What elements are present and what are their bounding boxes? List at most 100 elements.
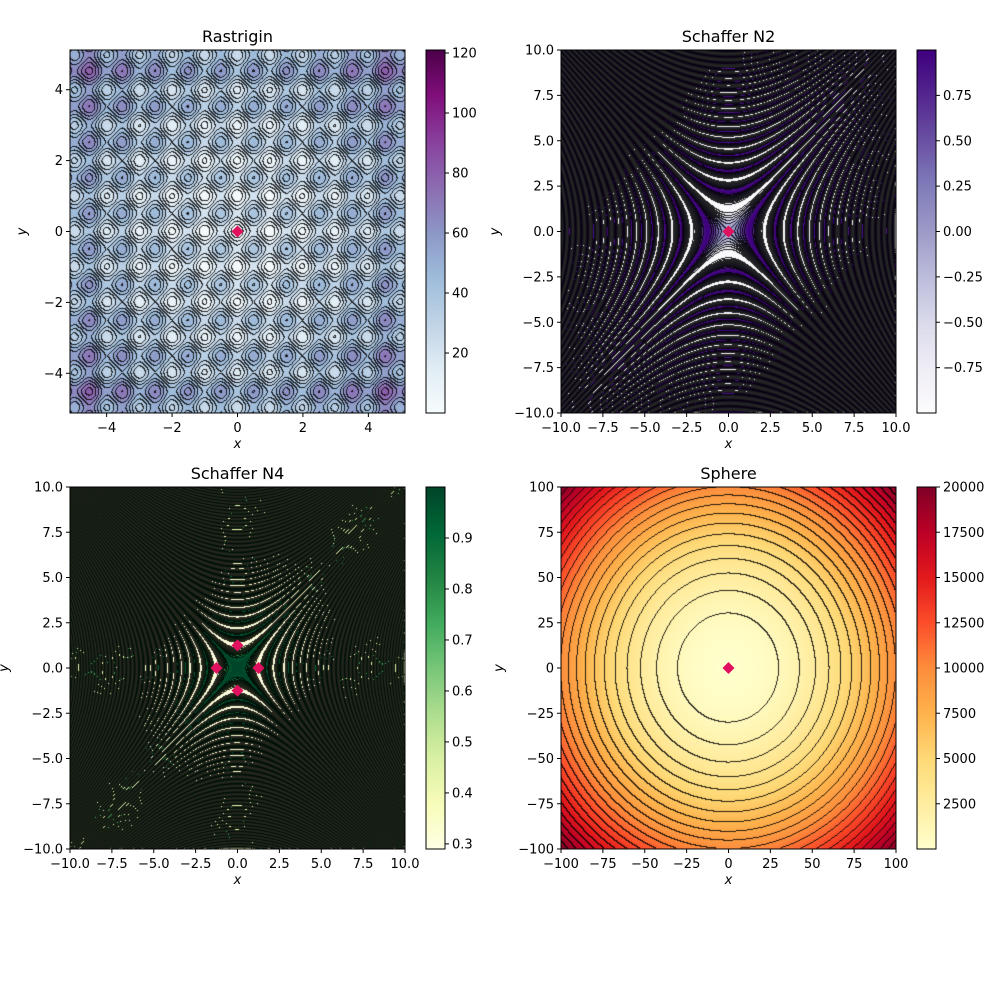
x-tick-label: 25	[762, 857, 779, 872]
x-axis-label: x	[724, 873, 733, 888]
x-tick-label: −7.5	[96, 857, 128, 872]
minimum-marker	[722, 662, 735, 674]
y-tick-label: 0.0	[533, 225, 554, 240]
x-tick-label: 100	[884, 857, 909, 872]
colorbar-tick-label: −0.50	[943, 316, 983, 331]
colorbar-tick-label: 0.6	[452, 684, 473, 699]
y-tick-label: −5.0	[31, 752, 63, 767]
schaffer2-title: Schaffer N2	[682, 27, 776, 46]
sphere-title: Sphere	[700, 464, 756, 483]
x-tick-label: 0	[233, 421, 241, 436]
y-tick-label: −10.0	[23, 843, 63, 858]
colorbar-frame	[425, 49, 446, 414]
colorbar-tick-label: 0.7	[452, 633, 473, 648]
y-tick-label: 4	[55, 83, 63, 98]
y-tick-label: 75	[537, 526, 554, 541]
y-tick-label: −50	[527, 752, 554, 767]
colorbar-tick-label: 0.8	[452, 582, 473, 597]
x-tick-label: 2.5	[269, 857, 290, 872]
x-tick-label: 7.5	[353, 857, 374, 872]
y-axis-label: y	[488, 227, 503, 236]
colorbar-tick-label: −0.25	[943, 270, 983, 285]
colorbar-tick-label: 100	[452, 107, 477, 122]
panel-schaffer2: −10.0 −7.5 −5.0 −2.5 0.0 2.5 5.0 7.5 10.0 −10.0 −7…	[488, 27, 983, 452]
y-tick-label: −75	[527, 797, 554, 812]
x-axis-label: x	[724, 437, 733, 452]
y-tick-label: 0	[546, 662, 554, 677]
y-axis-label: y	[15, 227, 30, 236]
colorbar-tick-label: 0.00	[943, 225, 972, 240]
y-tick-label: 2	[55, 154, 63, 169]
schaffer4-colorbar	[426, 487, 445, 849]
x-tick-label: 75	[846, 857, 863, 872]
x-tick-label: −2.5	[671, 421, 703, 436]
x-tick-label: −100	[543, 857, 579, 872]
colorbar-tick-label: 60	[452, 227, 469, 242]
colorbar-tick-label: 40	[452, 287, 469, 302]
colorbar-tick-label: 15000	[943, 571, 984, 586]
y-axis-label: y	[0, 664, 12, 673]
colorbar-tick-label: 0.5	[452, 735, 473, 750]
colorbar-tick-label: 17500	[943, 526, 984, 541]
minimum-marker	[231, 684, 244, 697]
x-tick-label: −5.0	[629, 421, 661, 436]
x-tick-label: −50	[631, 857, 658, 872]
x-tick-label: −4	[97, 421, 116, 436]
y-tick-label: 5.0	[533, 134, 554, 149]
x-tick-label: 2.5	[760, 421, 781, 436]
x-tick-label: 5.0	[802, 421, 823, 436]
x-tick-label: 7.5	[844, 421, 865, 436]
y-tick-label: −5.0	[522, 316, 554, 331]
x-tick-label: −5.0	[138, 857, 170, 872]
rastrigin-title: Rastrigin	[202, 27, 273, 46]
minimum-marker	[210, 662, 223, 674]
y-tick-label: −100	[518, 843, 554, 858]
y-tick-label: 25	[537, 616, 554, 631]
y-tick-label: 0.0	[42, 662, 63, 677]
colorbar-tick-label: 120	[452, 47, 477, 62]
y-tick-label: 2.5	[42, 616, 63, 631]
colorbar-tick-label: 5000	[943, 752, 976, 767]
y-tick-label: 5.0	[42, 571, 63, 586]
x-tick-label: −7.5	[587, 421, 619, 436]
colorbar-tick-label: 0.9	[452, 531, 473, 546]
panel-schaffer4: −10.0 −7.5 −5.0 −2.5 0.0 2.5 5.0 7.5 10.0 −10.0 −7…	[0, 464, 473, 888]
x-tick-label: −10.0	[50, 857, 90, 872]
minimum-marker	[231, 225, 244, 238]
y-tick-label: 10.0	[34, 481, 63, 496]
x-tick-label: −2	[162, 421, 181, 436]
x-tick-label: 2	[299, 421, 307, 436]
minimum-marker	[252, 662, 265, 674]
y-tick-label: 0	[55, 225, 63, 240]
y-tick-label: −2.5	[31, 707, 63, 722]
x-tick-label: 10.0	[882, 421, 911, 436]
colorbar-tick-label: 12500	[943, 616, 984, 631]
sphere-colorbar	[917, 487, 936, 849]
y-axis-label: y	[492, 664, 507, 673]
colorbar-tick-label: 20	[452, 347, 469, 362]
colorbar-tick-label: −0.75	[943, 361, 983, 376]
colorbar-tick-label: 10000	[943, 662, 984, 677]
x-tick-label: 10.0	[391, 857, 420, 872]
colorbar-tick-label: 0.3	[452, 837, 473, 852]
y-tick-label: −10.0	[514, 407, 554, 422]
y-tick-label: 50	[537, 571, 554, 586]
y-tick-label: −4	[44, 367, 63, 382]
y-tick-label: −25	[527, 707, 554, 722]
x-tick-label: −2.5	[180, 857, 212, 872]
x-tick-label: 0	[724, 857, 732, 872]
minimum-marker	[231, 639, 244, 652]
colorbar-tick-label: 20000	[943, 481, 984, 496]
x-tick-label: −25	[673, 857, 700, 872]
x-tick-label: 5.0	[311, 857, 332, 872]
y-tick-label: −2.5	[522, 270, 554, 285]
y-tick-label: 10.0	[525, 44, 554, 59]
schaffer2-colorbar	[917, 50, 936, 413]
panel-rastrigin: −4 −2 0 2 4 −4 −2 0 2 4 Rastrigin x y 20 40 60 80 100 120	[15, 27, 477, 452]
x-tick-label: −75	[589, 857, 616, 872]
colorbar-tick-label: 0.75	[943, 89, 972, 104]
y-tick-label: 2.5	[533, 180, 554, 195]
colorbar-tick-label: 0.50	[943, 134, 972, 149]
schaffer4-title: Schaffer N4	[191, 464, 285, 483]
x-tick-label: 4	[364, 421, 372, 436]
